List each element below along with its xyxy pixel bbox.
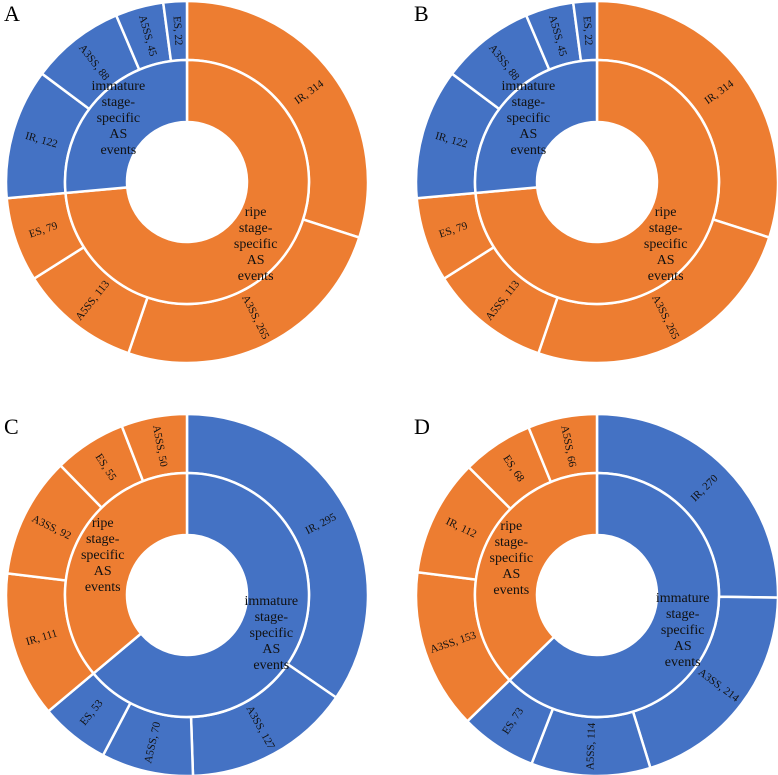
inner-label: ripe stage-specific AS events — [80, 515, 125, 595]
inner-label-box: immature stage-specific AS events — [501, 79, 556, 159]
panel-label: B — [414, 1, 429, 26]
panel-label: D — [414, 414, 430, 439]
inner-label-box: ripe stage-specific AS events — [233, 204, 278, 284]
inner-segment — [473, 58, 599, 195]
panel-label: C — [4, 414, 19, 439]
segment-label: A5SS, 114 — [584, 722, 598, 770]
inner-segment — [474, 58, 721, 306]
inner-label: immature stage-specific AS events — [655, 591, 710, 671]
inner-label: ripe stage-specific AS events — [643, 204, 688, 284]
inner-label: ripe stage-specific AS events — [233, 204, 278, 284]
segment-label: ES, 22 — [581, 16, 595, 46]
inner-segment — [63, 471, 189, 676]
inner-label-box: immature stage-specific AS events — [91, 79, 146, 159]
inner-segment — [91, 471, 311, 719]
inner-label-box: immature stage-specific AS events — [655, 591, 710, 671]
inner-label: immature stage-specific AS events — [501, 79, 556, 159]
inner-label: immature stage-specific AS events — [244, 594, 299, 674]
inner-label-box: ripe stage-specific AS events — [489, 518, 534, 598]
inner-segment — [473, 471, 599, 682]
inner-segment — [63, 58, 189, 195]
inner-label-box: immature stage-specific AS events — [244, 594, 299, 674]
panel-label: A — [4, 1, 20, 26]
inner-label-box: ripe stage-specific AS events — [643, 204, 688, 284]
inner-segment — [64, 58, 311, 306]
segment-label: ES, 22 — [171, 16, 185, 46]
inner-label-box: ripe stage-specific AS events — [80, 515, 125, 595]
inner-label: ripe stage-specific AS events — [489, 518, 534, 598]
inner-label: immature stage-specific AS events — [91, 79, 146, 159]
inner-segment — [507, 471, 721, 719]
